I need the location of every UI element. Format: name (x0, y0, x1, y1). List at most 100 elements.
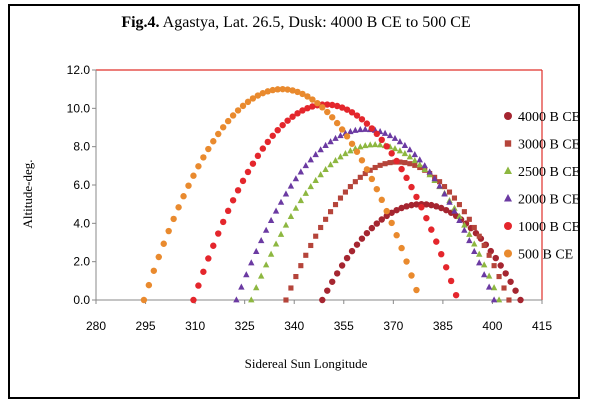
data-point-2500-b-ce (416, 161, 423, 168)
data-point-2000-b-ce (312, 151, 319, 158)
data-point-1000-b-ce (274, 126, 281, 134)
data-point-1000-b-ce (294, 110, 301, 117)
data-point-1000-b-ce (244, 168, 252, 176)
data-point-4000-b-ce (378, 216, 385, 223)
data-point-500-b-ce (190, 172, 197, 179)
data-point-2500-b-ce (391, 145, 399, 152)
data-point-3000-b-ce (446, 189, 453, 195)
data-point-2000-b-ce (282, 190, 290, 197)
data-point-3000-b-ce (407, 161, 413, 167)
data-point-2500-b-ce (287, 212, 295, 219)
data-point-500-b-ce (294, 88, 301, 96)
data-point-4000-b-ce (388, 209, 395, 216)
data-point-2500-b-ce (485, 272, 493, 279)
data-point-1000-b-ce (259, 145, 267, 152)
legend-marker-500-b-ce (504, 249, 512, 258)
data-point-2500-b-ce (367, 141, 374, 148)
data-point-2500-b-ce (401, 150, 409, 157)
data-point-3000-b-ce (476, 233, 482, 239)
data-point-2500-b-ce (362, 142, 369, 149)
data-point-1000-b-ce (229, 197, 237, 204)
data-point-2500-b-ce (327, 161, 334, 168)
data-point-2000-b-ce (485, 283, 493, 290)
data-point-2500-b-ce (396, 147, 404, 154)
data-point-500-b-ce (338, 126, 346, 133)
data-point-3000-b-ce (377, 162, 383, 168)
data-point-4000-b-ce (492, 254, 499, 262)
data-point-4000-b-ce (393, 206, 400, 214)
data-point-2000-b-ce (406, 146, 414, 153)
data-point-3000-b-ce (367, 167, 373, 173)
data-point-500-b-ce (160, 240, 167, 247)
data-point-1000-b-ce (215, 230, 222, 237)
data-point-4000-b-ce (319, 296, 326, 304)
data-point-2500-b-ce (495, 296, 503, 303)
data-point-4000-b-ce (442, 206, 450, 214)
data-point-2500-b-ce (272, 240, 280, 247)
data-point-500-b-ce (210, 138, 217, 145)
data-point-2000-b-ce (332, 134, 339, 141)
data-point-500-b-ce (289, 87, 296, 94)
data-point-3000-b-ce (288, 285, 294, 291)
data-point-2000-b-ce (436, 182, 443, 189)
data-point-4000-b-ce (502, 270, 509, 277)
data-point-3000-b-ce (506, 297, 512, 303)
data-point-1000-b-ce (452, 291, 460, 299)
data-point-3000-b-ce (461, 209, 467, 215)
data-point-2000-b-ce (396, 138, 404, 145)
data-point-1000-b-ce (324, 101, 331, 108)
data-point-2500-b-ce (337, 153, 344, 160)
x-tick-label: 340 (284, 319, 304, 333)
data-point-500-b-ce (249, 95, 257, 102)
data-point-500-b-ce (219, 124, 227, 131)
data-point-500-b-ce (408, 272, 415, 279)
data-point-2500-b-ce (297, 196, 305, 204)
data-point-2000-b-ce (253, 247, 260, 254)
data-point-4000-b-ce (398, 204, 405, 212)
data-point-2500-b-ce (307, 183, 314, 190)
data-point-4000-b-ce (517, 296, 524, 304)
data-point-500-b-ce (324, 108, 331, 116)
data-point-1000-b-ce (358, 116, 366, 123)
data-point-3000-b-ce (332, 202, 339, 208)
data-point-500-b-ce (185, 182, 192, 189)
data-point-500-b-ce (234, 107, 242, 114)
data-point-2500-b-ce (317, 171, 324, 178)
data-point-2000-b-ce (386, 132, 394, 139)
data-point-1000-b-ce (388, 150, 395, 157)
data-point-3000-b-ce (313, 233, 319, 239)
data-point-500-b-ce (239, 102, 247, 110)
data-point-500-b-ce (304, 93, 311, 100)
data-point-2000-b-ce (426, 168, 433, 175)
data-point-500-b-ce (299, 90, 306, 98)
x-tick-label: 385 (433, 319, 453, 333)
data-point-500-b-ce (279, 85, 286, 93)
data-point-2000-b-ce (461, 226, 468, 233)
data-point-4000-b-ce (363, 229, 371, 237)
data-point-500-b-ce (229, 112, 237, 119)
data-point-2000-b-ce (362, 125, 369, 132)
data-point-2000-b-ce (272, 207, 280, 214)
data-point-1000-b-ce (403, 174, 410, 182)
data-point-1000-b-ce (224, 207, 232, 215)
data-point-2000-b-ce (347, 128, 354, 135)
data-point-500-b-ce (378, 196, 385, 204)
data-point-500-b-ce (363, 166, 371, 173)
data-point-2500-b-ce (347, 147, 354, 154)
data-point-1000-b-ce (408, 183, 415, 191)
data-point-4000-b-ce (353, 241, 361, 248)
data-point-500-b-ce (274, 86, 281, 93)
data-point-1000-b-ce (343, 106, 351, 113)
x-tick-label: 415 (532, 319, 552, 333)
data-point-500-b-ce (329, 114, 336, 121)
data-point-3000-b-ce (382, 161, 388, 167)
data-point-3000-b-ce (417, 164, 423, 171)
data-point-4000-b-ce (408, 201, 415, 209)
data-point-1000-b-ce (428, 226, 435, 233)
data-point-500-b-ce (319, 104, 326, 111)
data-point-2500-b-ce (277, 230, 285, 237)
data-point-2500-b-ce (411, 156, 419, 164)
legend-label-4000-b-ce: 4000 B CE (518, 110, 580, 125)
data-point-1000-b-ce (299, 107, 306, 114)
data-point-2500-b-ce (461, 221, 468, 228)
